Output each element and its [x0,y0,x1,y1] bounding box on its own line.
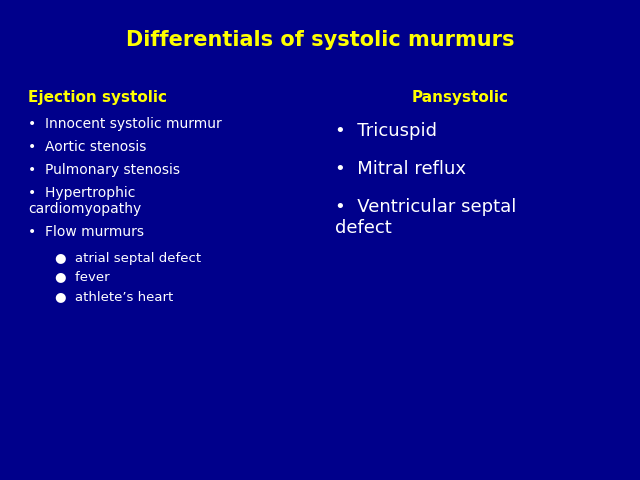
Text: •  Aortic stenosis: • Aortic stenosis [28,140,147,154]
Text: •  Tricuspid: • Tricuspid [335,122,437,140]
Text: Pansystolic: Pansystolic [412,90,509,105]
Text: •  Pulmonary stenosis: • Pulmonary stenosis [28,163,180,177]
Text: Ejection systolic: Ejection systolic [28,90,167,105]
Text: ●  athlete’s heart: ● athlete’s heart [55,290,173,303]
Text: ●  fever: ● fever [55,270,109,283]
Text: •  Ventricular septal
defect: • Ventricular septal defect [335,198,516,237]
Text: ●  atrial septal defect: ● atrial septal defect [55,252,201,265]
Text: •  Flow murmurs: • Flow murmurs [28,225,144,239]
Text: Differentials of systolic murmurs: Differentials of systolic murmurs [125,30,515,50]
Text: •  Mitral reflux: • Mitral reflux [335,160,466,178]
Text: •  Hypertrophic
cardiomyopathy: • Hypertrophic cardiomyopathy [28,186,141,216]
Text: •  Innocent systolic murmur: • Innocent systolic murmur [28,117,221,131]
